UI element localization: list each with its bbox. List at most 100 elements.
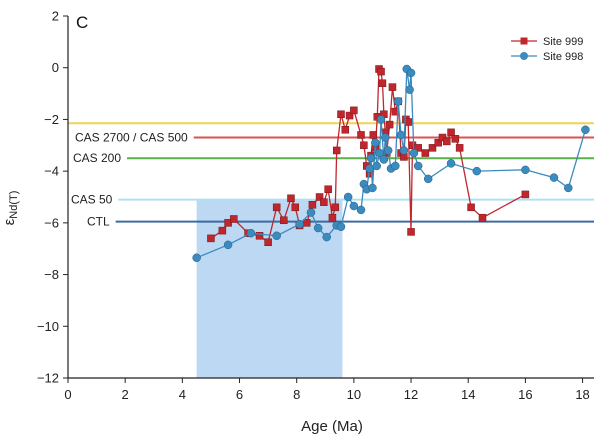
y-tick-label: −4 [44,164,59,179]
reference-line-label: CAS 200 [73,151,121,165]
data-point [434,138,442,147]
data-point [357,131,365,139]
x-tick-label: 0 [64,387,71,402]
data-point [443,137,451,146]
x-tick-label: 8 [293,387,300,402]
data-point [447,128,455,137]
data-point [472,166,482,176]
y-tick-label: 2 [52,9,59,24]
x-tick-label: 18 [575,387,589,402]
legend-marker [520,37,528,45]
data-point [350,106,358,115]
data-point [349,201,359,211]
data-point [272,231,281,241]
data-point [224,219,232,227]
y-tick-label: −10 [37,319,59,334]
data-point [324,185,332,193]
reference-line-label: CAS 50 [71,193,113,207]
reference-line-label: CAS 2700 / CAS 500 [75,131,188,145]
data-point [331,203,340,212]
legend-label: Site 998 [543,51,583,63]
data-point [371,138,380,147]
data-point [521,165,530,175]
panel-label: C [76,13,88,32]
data-point [378,79,387,87]
data-point [407,228,415,236]
x-tick-label: 16 [518,387,532,402]
data-point [366,153,376,163]
data-point [372,161,381,171]
y-tick-label: −2 [44,112,59,127]
data-point [376,115,386,124]
data-point [287,194,295,203]
data-point [383,146,393,155]
data-point [313,223,323,233]
data-point [409,148,419,158]
data-point [295,219,304,229]
data-point [306,208,316,217]
data-point [379,155,389,164]
legend-marker [520,52,528,60]
data-point [255,232,264,240]
reference-line-label: CTL [87,215,110,229]
data-point [315,193,324,201]
data-point [377,67,385,76]
data-point [192,253,201,263]
data-point [438,133,447,142]
data-point [218,226,227,235]
data-point [369,131,378,139]
data-point [291,203,300,212]
data-point [391,161,400,171]
x-tick-label: 4 [179,387,186,402]
data-point [413,161,423,171]
y-tick-label: 0 [52,60,59,75]
legend: Site 999 Site 998 [511,36,583,63]
data-point [207,234,215,243]
data-point [478,213,487,222]
data-point [423,174,433,184]
data-point [451,135,460,143]
data-point [405,85,414,94]
data-point [280,216,288,225]
data-point [322,232,331,242]
plot-content: CAS 2700 / CAS 500 CAS 200 CAS 50 CTL [68,64,594,378]
y-tick-label: −8 [44,267,59,282]
data-point [365,164,374,173]
data-point [521,190,530,199]
data-point [375,148,384,158]
data-point [549,173,559,182]
data-point [360,141,368,150]
data-point [302,219,311,227]
data-point [406,68,416,78]
data-point [564,183,573,193]
data-point [328,213,337,222]
x-tick-label: 6 [236,387,243,402]
data-point [320,198,328,206]
data-point [455,144,464,152]
x-tick-label: 12 [404,387,418,402]
data-point [388,83,397,91]
data-point [396,130,406,140]
data-point [337,110,345,119]
data-point [356,205,366,215]
x-axis-title: Age (Ma) [301,418,363,435]
data-point [467,203,475,212]
data-point [421,149,430,157]
data-point [345,111,354,120]
data-point [368,183,377,193]
data-point [332,146,341,155]
data-point [223,240,233,250]
data-point [399,146,409,155]
data-point [308,201,317,209]
data-point [246,228,256,238]
y-axis-title: εNd(T) [1,191,20,226]
data-point [414,144,422,152]
data-point [264,238,272,246]
data-point [343,192,353,202]
legend-label: Site 999 [543,36,583,48]
data-point [341,126,350,134]
x-tick-label: 14 [461,387,475,402]
data-point [393,97,403,106]
